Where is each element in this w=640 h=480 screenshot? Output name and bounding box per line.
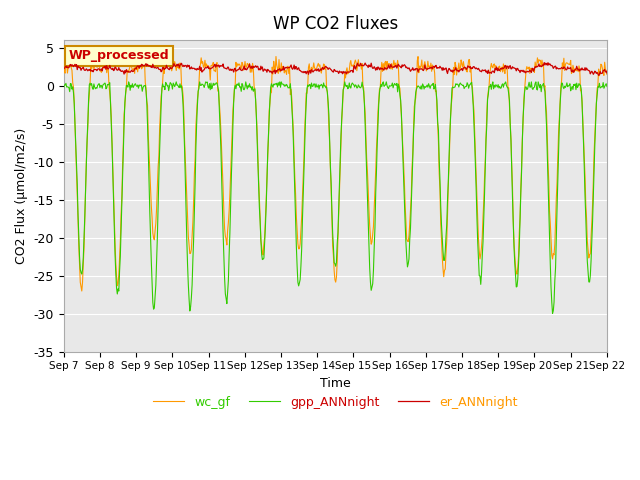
gpp_ANNnight xyxy=(548,311,556,316)
wc_gf xyxy=(419,67,426,72)
Line: gpp_ANNnight: gpp_ANNnight xyxy=(63,82,607,313)
Line: wc_gf: wc_gf xyxy=(63,55,607,291)
er_ANNnight xyxy=(595,72,602,78)
er_ANNnight xyxy=(209,64,217,70)
er_ANNnight xyxy=(401,63,409,69)
wc_gf xyxy=(60,64,67,70)
er_ANNnight xyxy=(417,66,425,72)
wc_gf xyxy=(182,176,190,182)
X-axis label: Time: Time xyxy=(320,377,351,390)
er_ANNnight xyxy=(603,70,611,76)
wc_gf xyxy=(403,236,410,242)
gpp_ANNnight xyxy=(418,86,426,92)
Y-axis label: CO2 Flux (μmol/m2/s): CO2 Flux (μmol/m2/s) xyxy=(15,128,28,264)
er_ANNnight xyxy=(125,69,133,75)
er_ANNnight xyxy=(70,64,77,70)
gpp_ANNnight xyxy=(60,85,67,91)
gpp_ANNnight xyxy=(126,87,134,93)
Line: er_ANNnight: er_ANNnight xyxy=(63,62,607,75)
wc_gf xyxy=(137,52,145,58)
gpp_ANNnight xyxy=(603,84,611,89)
gpp_ANNnight xyxy=(125,79,132,85)
Text: WP_processed: WP_processed xyxy=(69,49,170,62)
er_ANNnight xyxy=(60,66,67,72)
Legend: wc_gf, gpp_ANNnight, er_ANNnight: wc_gf, gpp_ANNnight, er_ANNnight xyxy=(148,391,523,414)
wc_gf xyxy=(603,72,611,77)
wc_gf xyxy=(211,68,219,73)
Title: WP CO2 Fluxes: WP CO2 Fluxes xyxy=(273,15,398,33)
gpp_ANNnight xyxy=(402,240,410,246)
gpp_ANNnight xyxy=(182,178,189,183)
gpp_ANNnight xyxy=(210,83,218,88)
wc_gf xyxy=(126,63,134,69)
wc_gf xyxy=(78,288,86,294)
er_ANNnight xyxy=(540,60,548,65)
er_ANNnight xyxy=(180,63,188,69)
wc_gf xyxy=(70,84,77,90)
gpp_ANNnight xyxy=(70,90,77,96)
